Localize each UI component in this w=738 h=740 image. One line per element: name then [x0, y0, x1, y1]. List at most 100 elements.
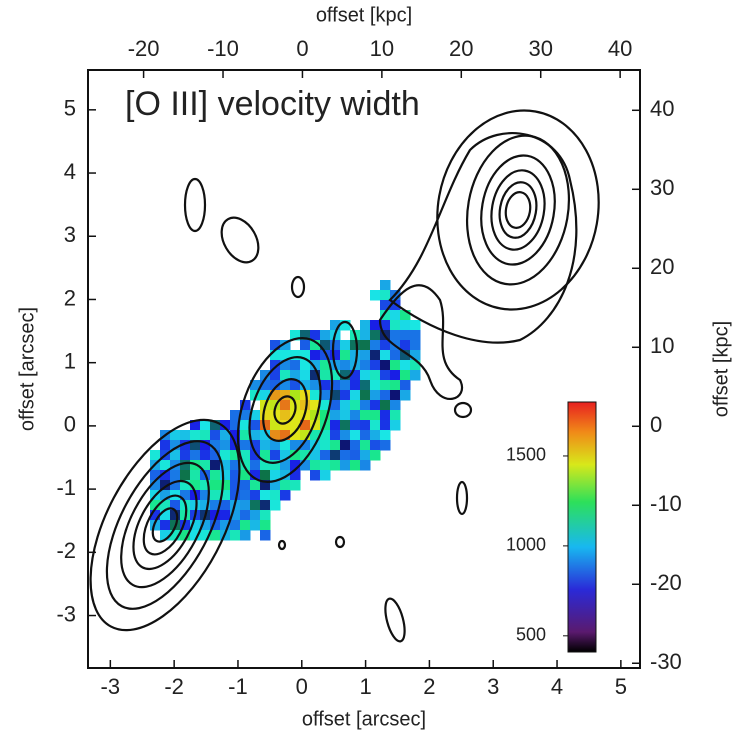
pixel	[360, 360, 371, 371]
pixel	[310, 430, 321, 441]
pixel	[280, 390, 291, 401]
pixel	[300, 440, 311, 451]
x2-tick-label: 40	[608, 36, 632, 61]
pixel	[320, 450, 331, 461]
pixel	[350, 370, 361, 381]
pixel	[330, 460, 341, 471]
pixel	[200, 440, 211, 451]
pixel	[370, 320, 381, 331]
pixel	[270, 490, 281, 501]
pixel	[370, 400, 381, 411]
pixel	[340, 420, 351, 431]
plot-frame	[87, 69, 641, 669]
pixel	[390, 370, 401, 381]
pixel	[290, 370, 301, 381]
pixel	[280, 370, 291, 381]
pixel	[370, 360, 381, 371]
pixel	[260, 390, 271, 401]
pixel	[290, 390, 301, 401]
pixel	[230, 430, 241, 441]
pixel	[160, 500, 171, 511]
pixel	[370, 430, 381, 441]
pixel	[390, 310, 401, 321]
pixel	[300, 330, 311, 341]
pixel	[270, 450, 281, 461]
pixel	[230, 460, 241, 471]
pixel	[360, 350, 371, 361]
pixel	[300, 360, 311, 371]
pixel	[350, 430, 361, 441]
pixel	[350, 450, 361, 461]
pixel	[250, 410, 261, 421]
x-tick-label: 4	[551, 674, 563, 699]
y-tick-label: 5	[64, 96, 76, 121]
pixel	[280, 380, 291, 391]
pixel	[350, 340, 361, 351]
pixel	[370, 390, 381, 401]
pixel	[390, 410, 401, 421]
x-tick-label: 2	[423, 674, 435, 699]
pixel	[270, 440, 281, 451]
colorbar	[567, 401, 597, 653]
pixel	[380, 410, 391, 421]
pixel	[200, 460, 211, 471]
x2-tick-label: 0	[296, 36, 308, 61]
pixel	[260, 470, 271, 481]
pixel	[330, 410, 341, 421]
colorbar-tick-label: 500	[516, 625, 546, 645]
pixel	[340, 320, 351, 331]
pixel	[150, 500, 161, 511]
pixel	[410, 340, 421, 351]
pixel	[410, 370, 421, 381]
pixel	[350, 400, 361, 411]
pixel	[290, 360, 301, 371]
pixel	[250, 440, 261, 451]
pixel	[320, 460, 331, 471]
pixel	[340, 370, 351, 381]
pixel	[230, 450, 241, 461]
pixel	[400, 390, 411, 401]
pixel	[400, 370, 411, 381]
x2-tick-label: 30	[528, 36, 552, 61]
pixel	[330, 380, 341, 391]
pixel	[380, 300, 391, 311]
pixel	[330, 320, 341, 331]
pixel	[220, 520, 231, 531]
pixel	[270, 340, 281, 351]
y2-tick-label: 20	[650, 254, 674, 279]
pixel	[310, 360, 321, 371]
pixel	[210, 520, 221, 531]
pixel	[150, 520, 161, 531]
x-axis-label: offset [arcsec]	[302, 708, 426, 730]
pixel	[400, 380, 411, 391]
pixel	[400, 330, 411, 341]
pixel	[230, 490, 241, 501]
pixel	[190, 500, 201, 511]
pixel	[370, 410, 381, 421]
pixel	[220, 510, 231, 521]
pixel	[150, 450, 161, 461]
pixel	[160, 460, 171, 471]
pixel	[310, 390, 321, 401]
pixel	[280, 440, 291, 451]
pixel	[320, 380, 331, 391]
y-tick-label: -2	[56, 538, 76, 563]
pixel	[380, 320, 391, 331]
pixel	[320, 390, 331, 401]
x2-tick-label: 10	[370, 36, 394, 61]
pixel	[250, 380, 261, 391]
pixel	[210, 490, 221, 501]
pixel	[240, 420, 251, 431]
pixel	[230, 470, 241, 481]
y-tick-label: 2	[64, 285, 76, 310]
pixel	[390, 390, 401, 401]
pixel	[300, 350, 311, 361]
pixel	[360, 340, 371, 351]
x2-tick-label: -20	[128, 36, 160, 61]
pixel	[340, 350, 351, 361]
pixel	[240, 530, 251, 541]
pixel	[180, 470, 191, 481]
pixel	[170, 510, 181, 521]
pixel	[260, 520, 271, 531]
pixel	[170, 430, 181, 441]
